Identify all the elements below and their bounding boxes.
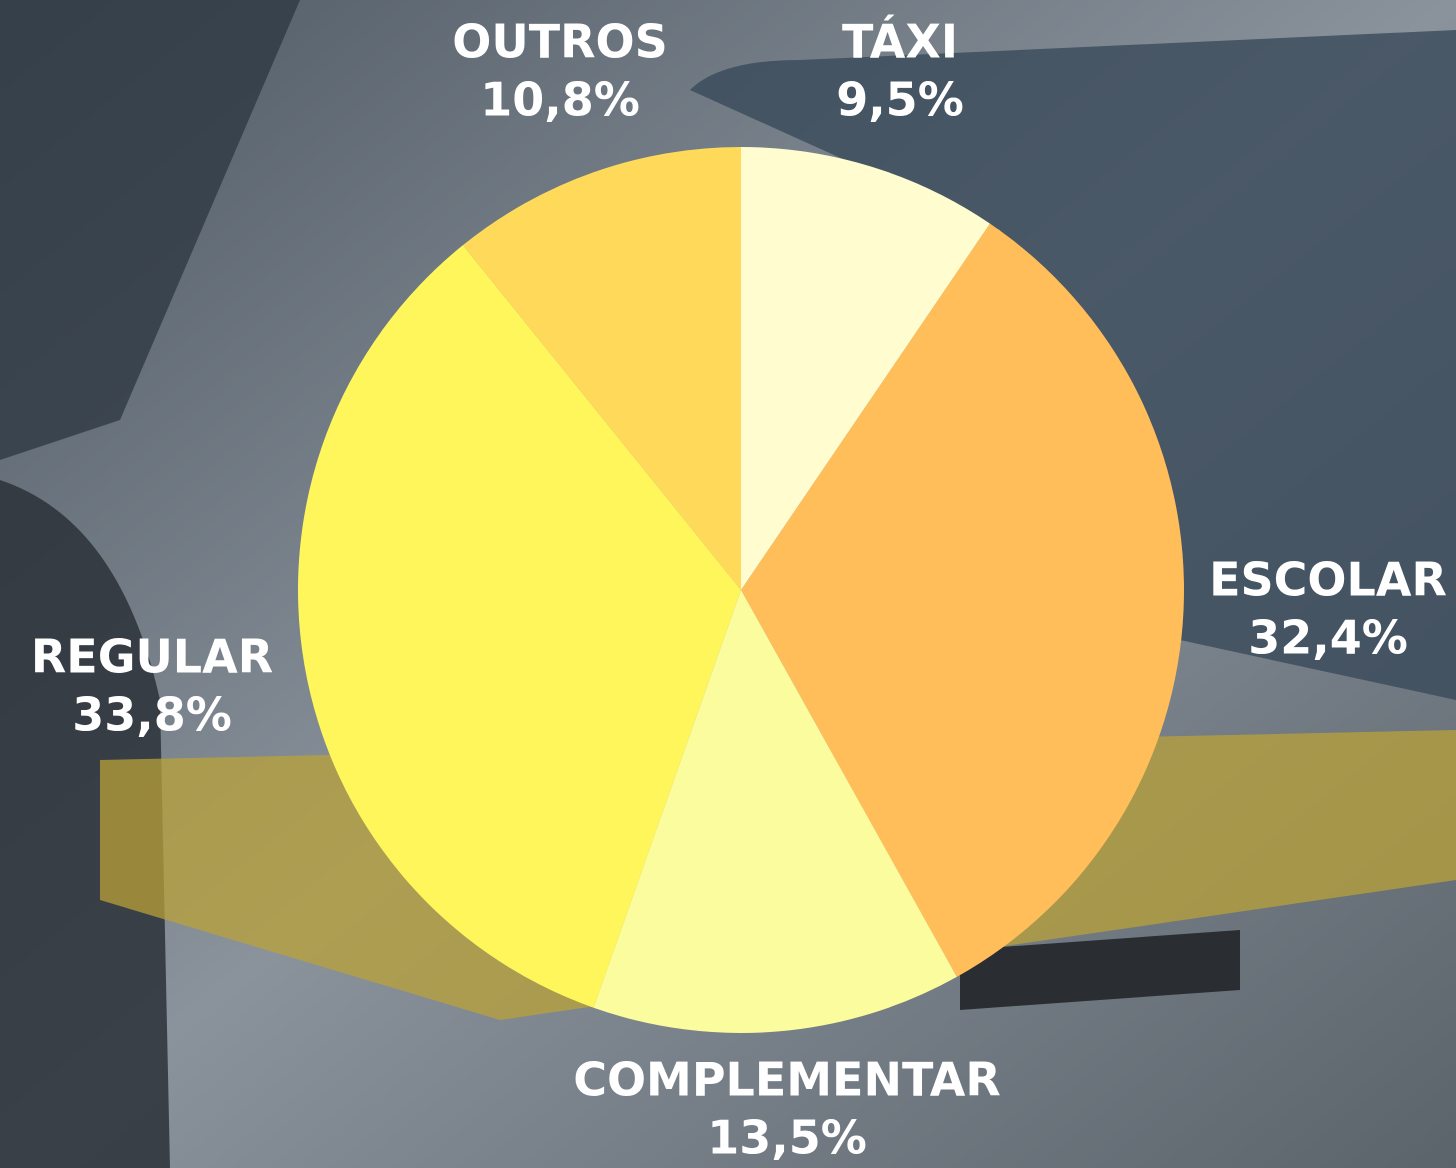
- slice-value-label: 32,4%: [1248, 611, 1408, 665]
- slice-value-label: 33,8%: [72, 688, 232, 742]
- pie: [297, 147, 1185, 1033]
- slice-label: COMPLEMENTAR: [573, 1053, 1001, 1107]
- pie-slice: [462, 147, 741, 590]
- slice-value-label: 9,5%: [836, 73, 964, 127]
- slice-label: REGULAR: [31, 630, 273, 684]
- pie-slice: [593, 590, 957, 1033]
- slice-label: TÁXI: [842, 15, 958, 69]
- slice-label: ESCOLAR: [1209, 553, 1447, 607]
- pie-slice: [741, 147, 991, 590]
- slice-value-label: 10,8%: [480, 73, 640, 127]
- slice-value-label: 13,5%: [707, 1111, 867, 1165]
- pie-slice: [741, 223, 1185, 977]
- slice-label: OUTROS: [452, 15, 668, 69]
- pie-slice: [297, 245, 741, 1008]
